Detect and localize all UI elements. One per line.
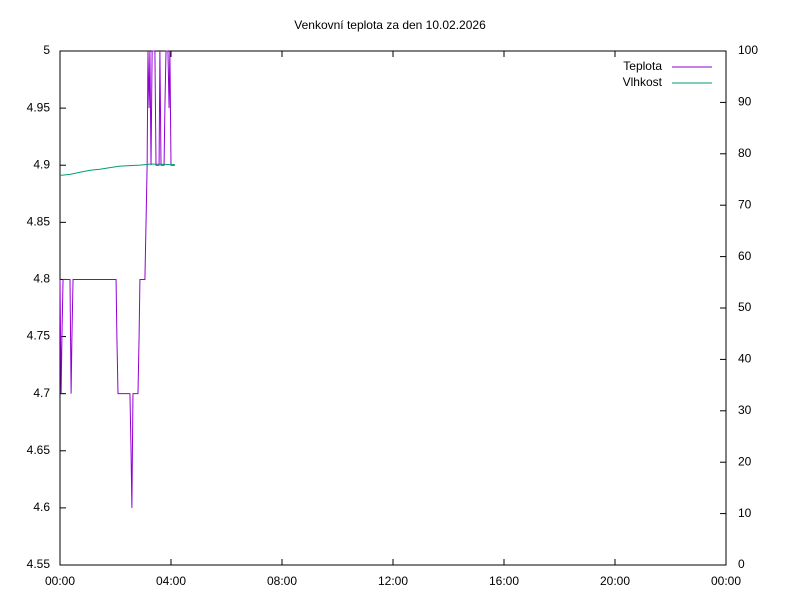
y2-tick-label: 60 <box>738 249 752 263</box>
y-tick-label: 4.8 <box>33 272 50 286</box>
x-tick-label: 16:00 <box>489 574 519 588</box>
legend-label: Vlhkost <box>623 75 663 89</box>
y-tick-label: 4.55 <box>27 557 51 571</box>
y2-tick-label: 90 <box>738 95 752 109</box>
y2-tick-label: 30 <box>738 403 752 417</box>
x-tick-label: 08:00 <box>267 574 297 588</box>
legend-label: Teplota <box>623 59 662 73</box>
y2-tick-label: 100 <box>738 43 758 57</box>
y2-tick-label: 10 <box>738 506 752 520</box>
x-tick-label: 00:00 <box>45 574 75 588</box>
plot-frame <box>59 50 727 566</box>
y2-tick-label: 40 <box>738 352 752 366</box>
x-tick-label: 12:00 <box>378 574 408 588</box>
y2-tick-label: 20 <box>738 454 752 468</box>
series-line <box>59 50 175 508</box>
y-tick-label: 4.9 <box>33 157 50 171</box>
y2-tick-label: 70 <box>738 197 752 211</box>
y-tick-label: 4.6 <box>33 500 50 514</box>
y2-tick-label: 0 <box>738 557 745 571</box>
x-tick-label: 20:00 <box>600 574 630 588</box>
y-tick-label: 4.75 <box>27 329 51 343</box>
x-tick-label: 04:00 <box>156 574 186 588</box>
chart-title: Venkovní teplota za den 10.02.2026 <box>294 18 486 32</box>
series-line <box>59 163 175 176</box>
y2-tick-label: 50 <box>738 300 752 314</box>
y-tick-label: 5 <box>43 43 50 57</box>
y-tick-label: 4.65 <box>27 443 51 457</box>
y-tick-label: 4.85 <box>27 215 51 229</box>
y2-tick-label: 80 <box>738 146 752 160</box>
y-tick-label: 4.7 <box>33 386 50 400</box>
x-tick-label: 00:00 <box>711 574 741 588</box>
y-tick-label: 4.95 <box>27 100 51 114</box>
